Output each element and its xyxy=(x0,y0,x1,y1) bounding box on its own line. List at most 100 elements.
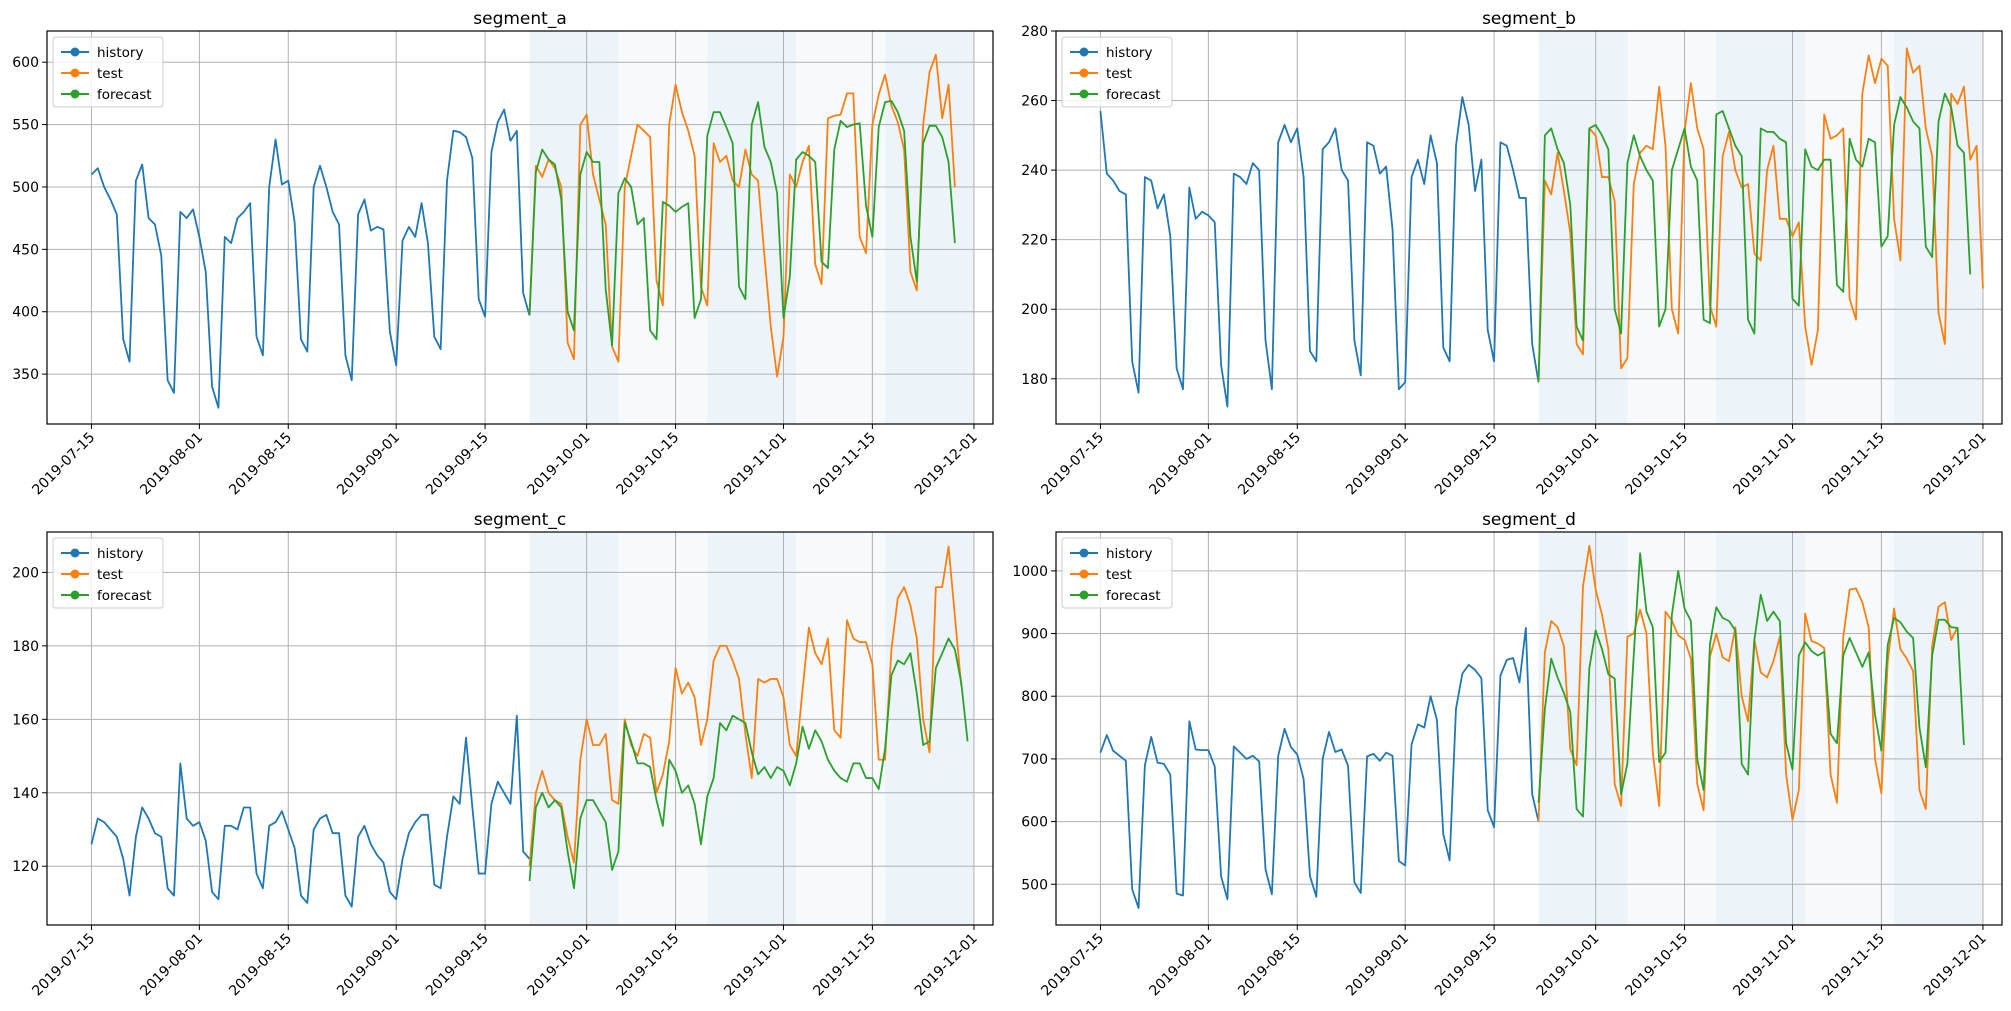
fold-band xyxy=(1894,532,1983,925)
x-tick-label: 2019-11-15 xyxy=(1819,430,1888,499)
y-tick-label: 1000 xyxy=(1012,564,1048,580)
legend-box xyxy=(52,537,164,609)
y-tick-label: 600 xyxy=(1021,815,1048,831)
legend-label-history: history xyxy=(97,45,143,61)
series-line-forecast xyxy=(528,99,956,347)
legend-label-history: history xyxy=(1106,546,1152,562)
subplot-segment-c: 2019-07-15 2019-08-01 2019-08-15 2019-09-01… xyxy=(12,510,994,1000)
y-tick-label: 600 xyxy=(12,55,39,71)
x-tick-label: 2019-11-01 xyxy=(721,931,790,1000)
legend-label-history: history xyxy=(97,546,143,562)
y-tick-label: 200 xyxy=(1021,302,1048,318)
x-tick-label: 2019-09-01 xyxy=(334,430,403,499)
series-line-test xyxy=(1537,544,1959,822)
legend-label-history: history xyxy=(1106,45,1152,61)
legend-label-forecast: forecast xyxy=(97,588,152,604)
legend-marker-forecast xyxy=(1079,590,1089,600)
legend-label-forecast: forecast xyxy=(1106,87,1161,103)
legend: history test forecast xyxy=(1061,36,1173,108)
y-tick-label: 220 xyxy=(1021,233,1048,249)
legend: history test forecast xyxy=(1061,537,1173,609)
fold-band xyxy=(1805,31,1895,424)
x-tick-label: 2019-09-01 xyxy=(1343,931,1412,1000)
subplot-title: segment_b xyxy=(1482,9,1576,29)
x-tick-label: 2019-08-01 xyxy=(137,931,206,1000)
y-tick-label: 500 xyxy=(1021,877,1048,893)
y-tick-label: 140 xyxy=(12,786,39,802)
x-tick-label: 2019-09-15 xyxy=(423,931,492,1000)
x-tick-label: 2019-11-15 xyxy=(810,931,879,1000)
x-tick-label: 2019-07-15 xyxy=(29,430,98,499)
series-line-history xyxy=(90,108,531,409)
x-tick-label: 2019-10-01 xyxy=(1534,430,1603,499)
legend-marker-test xyxy=(70,569,80,579)
x-tick-label: 2019-11-01 xyxy=(721,430,790,499)
x-tick-label: 2019-08-01 xyxy=(1146,931,1215,1000)
y-tick-label: 900 xyxy=(1021,627,1048,643)
x-tick-label: 2019-07-15 xyxy=(1038,430,1107,499)
legend-marker-history xyxy=(70,47,80,57)
legend-box xyxy=(52,36,164,108)
x-tick-label: 2019-10-01 xyxy=(525,931,594,1000)
legend-box xyxy=(1061,537,1173,609)
y-tick-label: 500 xyxy=(12,180,39,196)
legend-marker-test xyxy=(1079,569,1089,579)
legend-marker-forecast xyxy=(1079,89,1089,99)
subplot-segment-a: 2019-07-15 2019-08-01 2019-08-15 2019-09-01… xyxy=(12,9,994,499)
series-line-forecast xyxy=(1537,92,1972,383)
x-tick-label: 2019-08-15 xyxy=(226,931,295,1000)
fold-band xyxy=(1716,532,1806,925)
subplot-title: segment_a xyxy=(473,9,566,29)
x-tick-label: 2019-07-15 xyxy=(29,931,98,1000)
x-tick-label: 2019-09-01 xyxy=(1343,430,1412,499)
y-tick-label: 260 xyxy=(1021,94,1048,110)
fold-band xyxy=(1894,31,1983,424)
x-tick-label: 2019-07-15 xyxy=(1038,931,1107,1000)
y-tick-label: 550 xyxy=(12,118,39,134)
x-tick-label: 2019-08-01 xyxy=(137,430,206,499)
subplot-title: segment_c xyxy=(474,510,566,530)
series-line-test xyxy=(528,545,963,867)
x-tick-label: 2019-10-15 xyxy=(614,430,683,499)
y-tick-label: 280 xyxy=(1021,24,1048,40)
subplot-title: segment_d xyxy=(1482,510,1576,530)
fold-band xyxy=(1805,532,1895,925)
fold-band xyxy=(1716,31,1806,424)
x-tick-label: 2019-10-15 xyxy=(614,931,683,1000)
x-tick-label: 2019-10-01 xyxy=(1534,931,1603,1000)
legend-label-test: test xyxy=(1106,567,1132,583)
subplot-segment-b: 2019-07-15 2019-08-01 2019-08-15 2019-09-01… xyxy=(1021,9,2003,499)
x-tick-label: 2019-08-15 xyxy=(1235,931,1304,1000)
legend-marker-forecast xyxy=(70,89,80,99)
y-tick-label: 450 xyxy=(12,242,39,258)
x-tick-label: 2019-12-01 xyxy=(1921,430,1990,499)
fold-band xyxy=(885,532,974,925)
y-tick-label: 700 xyxy=(1021,752,1048,768)
x-tick-label: 2019-09-15 xyxy=(423,430,492,499)
fold-band xyxy=(707,31,797,424)
fold-band xyxy=(1627,31,1717,424)
legend-label-forecast: forecast xyxy=(1106,588,1161,604)
legend-label-forecast: forecast xyxy=(97,87,152,103)
fold-band xyxy=(618,31,708,424)
legend-box xyxy=(1061,36,1173,108)
series-line-history xyxy=(1099,96,1540,408)
axes-frame xyxy=(46,531,994,926)
legend-marker-test xyxy=(1079,68,1089,78)
axes-frame xyxy=(1055,30,2003,425)
x-tick-label: 2019-11-15 xyxy=(810,430,879,499)
series-line-test xyxy=(1537,47,1984,383)
legend-label-test: test xyxy=(1106,66,1132,82)
subplot-segment-d: 2019-07-15 2019-08-01 2019-08-15 2019-09-01… xyxy=(1012,510,2003,1000)
x-tick-label: 2019-08-15 xyxy=(226,430,295,499)
fold-band xyxy=(885,31,974,424)
fold-band xyxy=(796,31,886,424)
legend-marker-test xyxy=(70,68,80,78)
fold-band xyxy=(1538,31,1628,424)
axes-frame xyxy=(46,30,994,425)
x-tick-label: 2019-08-15 xyxy=(1235,430,1304,499)
x-tick-label: 2019-08-01 xyxy=(1146,430,1215,499)
axes-frame xyxy=(1055,531,2003,926)
fold-band xyxy=(618,532,708,925)
